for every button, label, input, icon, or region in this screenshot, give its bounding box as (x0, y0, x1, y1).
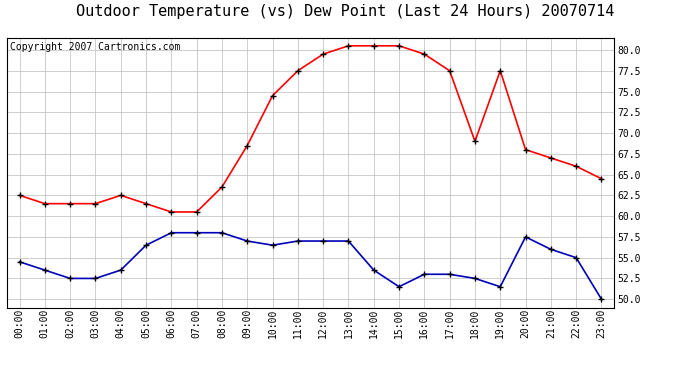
Text: Outdoor Temperature (vs) Dew Point (Last 24 Hours) 20070714: Outdoor Temperature (vs) Dew Point (Last… (76, 4, 614, 19)
Text: Copyright 2007 Cartronics.com: Copyright 2007 Cartronics.com (10, 42, 180, 51)
